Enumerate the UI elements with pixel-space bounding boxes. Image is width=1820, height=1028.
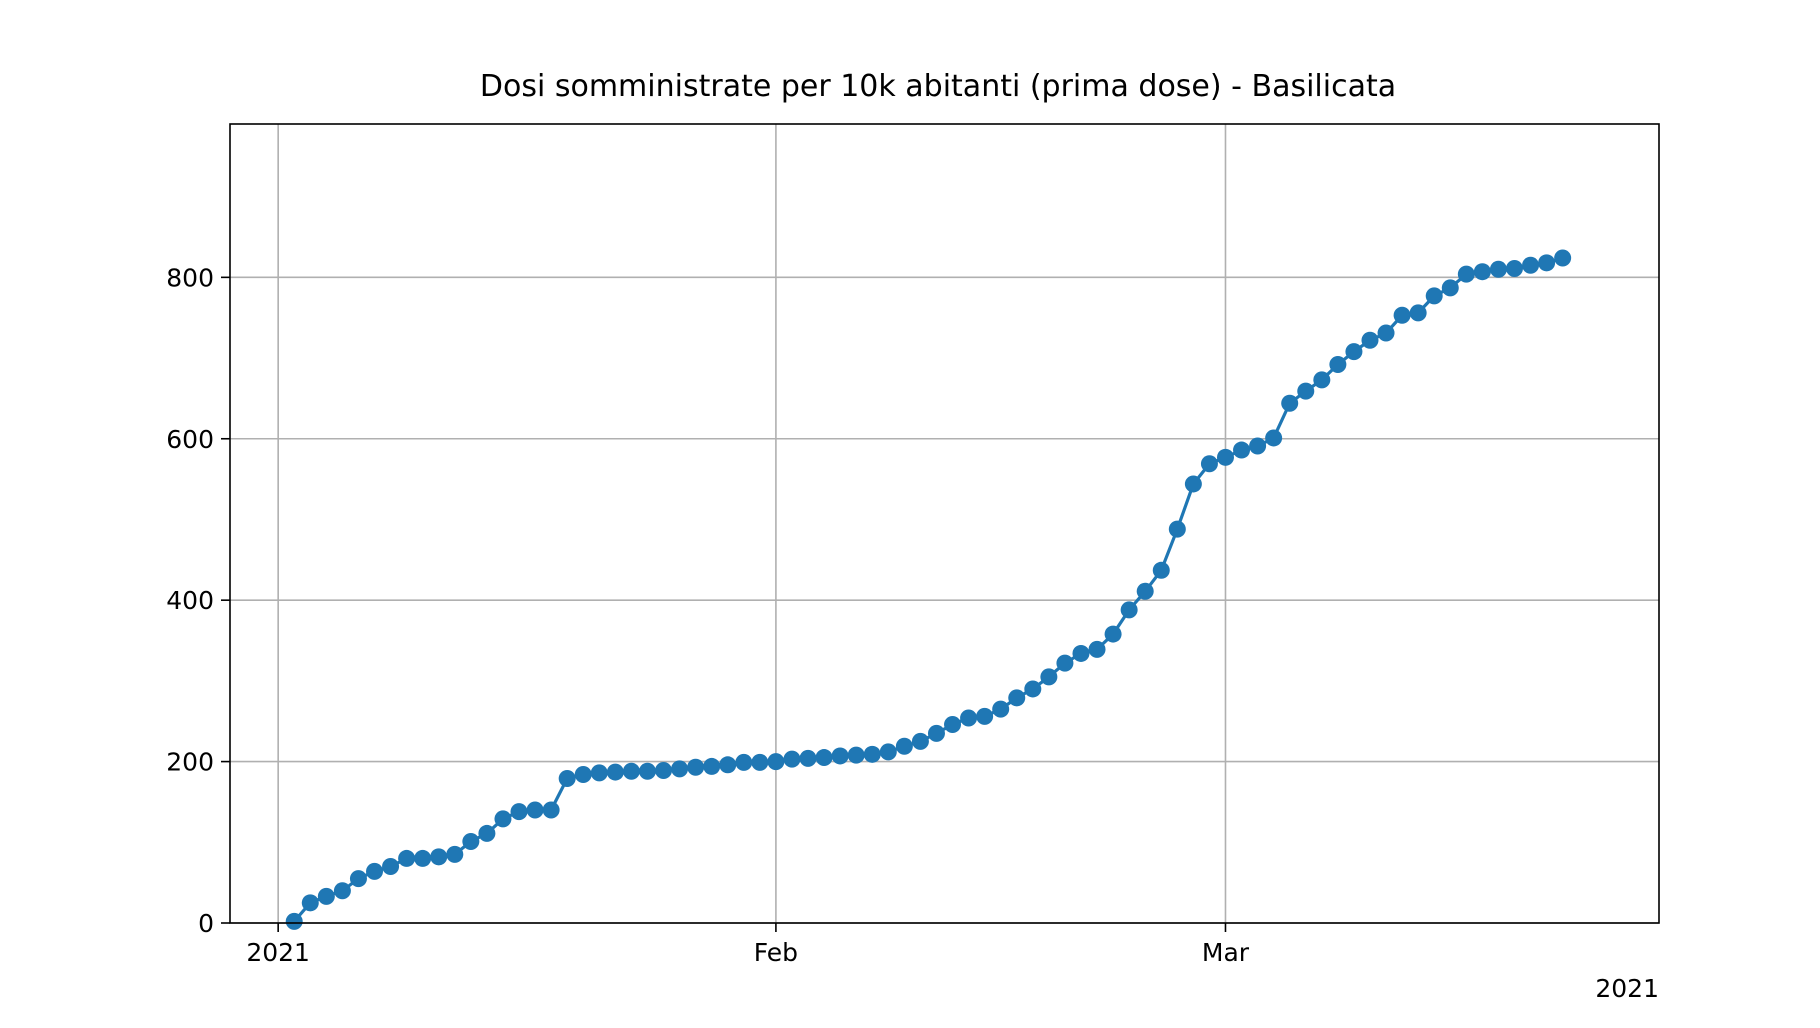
data-point [1377,324,1395,342]
data-point [1216,448,1234,466]
data-point [1554,249,1572,267]
data-point [1345,343,1363,361]
data-point [1457,265,1475,283]
data-point [687,758,705,776]
data-point [1522,256,1540,274]
data-point [494,810,512,828]
data-point [1233,441,1251,459]
data-point [301,894,319,912]
data-point [1489,260,1507,278]
data-point [1152,561,1170,579]
data-point [895,737,913,755]
data-point [638,762,656,780]
data-point [574,766,592,783]
data-point [1393,306,1411,324]
data-point [671,760,689,778]
data-point [719,756,737,774]
data-point [944,715,962,733]
data-point [703,757,721,775]
y-tick-label: 400 [166,586,214,615]
data-point [911,732,929,750]
data-point [590,764,608,782]
data-point [1313,371,1331,389]
data-point [558,770,576,788]
data-point [430,848,448,866]
data-point [1265,429,1283,447]
data-point [1329,356,1347,374]
data-point [1361,331,1379,349]
data-point [799,749,817,767]
data-point [462,832,480,850]
data-point [879,743,897,761]
data-point [333,882,351,900]
x-tick-label: Feb [754,938,798,967]
data-point [1088,640,1106,658]
data-point [1200,455,1218,473]
data-point [542,801,560,819]
data-point [1040,668,1058,686]
data-point [1072,644,1090,662]
series-layer [285,249,1572,930]
data-point [1136,582,1154,600]
grid-lines [230,124,1659,924]
data-point [622,762,640,780]
data-point [317,887,335,905]
data-point [992,700,1010,718]
data-point [735,753,753,771]
data-point [478,824,496,842]
x-tick-label: 2021 [246,938,310,967]
data-point [767,753,785,771]
axes-frame [229,123,1660,924]
data-point [1425,287,1443,305]
y-tick-label: 0 [198,909,214,938]
data-point [1473,263,1491,281]
tick-layer: 0 200 400 600 800 2021 Feb Mar [166,263,1250,967]
data-point [863,745,881,763]
data-point [526,801,544,819]
y-tick-label: 200 [166,748,214,777]
data-point [1168,520,1186,538]
data-point [927,724,945,742]
data-point [1281,394,1299,412]
data-point [1249,437,1267,455]
chart-title: Dosi somministrate per 10k abitanti (pri… [480,69,1396,104]
data-point [349,870,367,888]
data-point [1008,689,1026,707]
data-point [510,803,528,821]
data-point [976,707,994,725]
data-point [815,749,833,767]
data-point [847,746,865,764]
data-point [1056,654,1074,672]
data-point [960,709,978,727]
data-point [446,845,464,863]
y-tick-label: 600 [166,425,214,454]
data-point [366,862,384,880]
data-point [1184,475,1202,493]
data-point [751,753,769,771]
data-point [1538,254,1556,272]
data-point [606,763,624,781]
data-point [1505,259,1523,277]
y-tick-label: 800 [166,263,214,292]
data-point [382,858,400,876]
data-point [1409,304,1427,322]
data-point [1104,625,1122,643]
data-point [831,747,849,765]
data-point [1297,382,1315,400]
data-point [1024,680,1042,698]
data-point [655,761,673,779]
data-point [414,849,432,867]
data-point [783,750,801,768]
data-point [1441,279,1459,297]
data-point [285,912,303,930]
x-tick-label: Mar [1202,938,1250,967]
data-point [398,849,416,867]
data-point [1120,601,1138,619]
x-axis-offset-label: 2021 [1595,974,1659,1003]
